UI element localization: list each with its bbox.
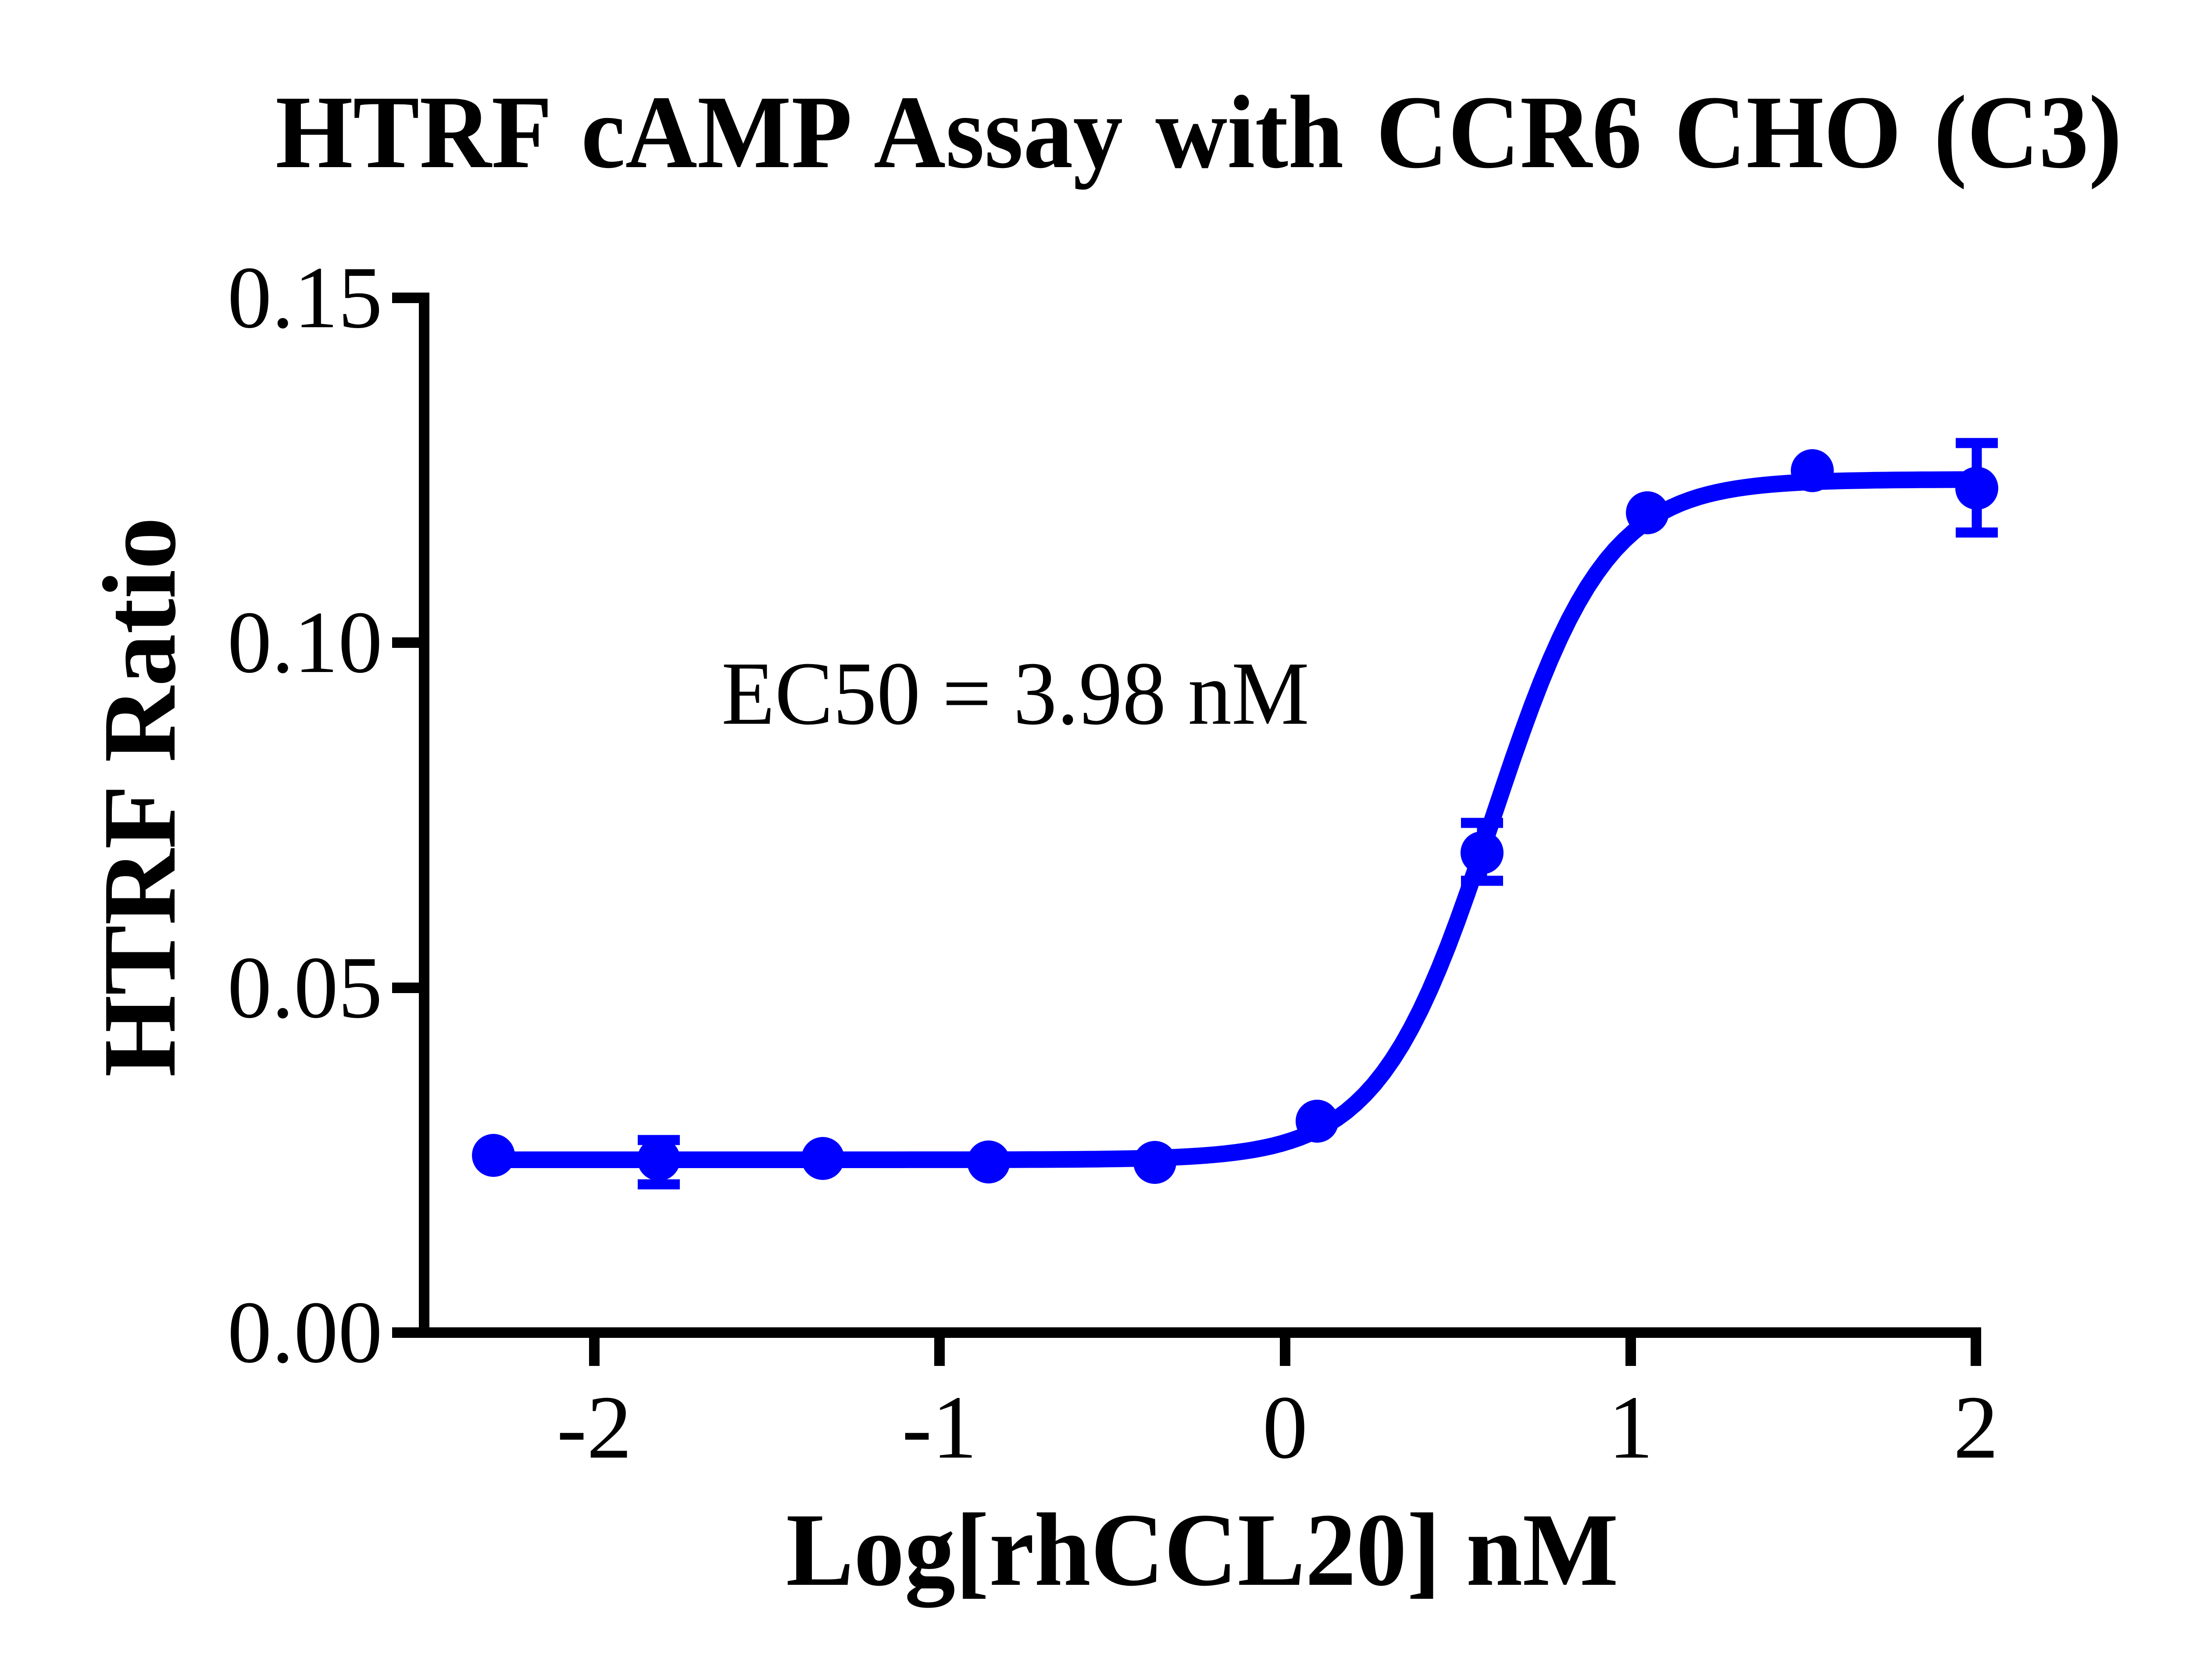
- svg-text:0: 0: [1263, 1377, 1308, 1477]
- svg-text:0.10: 0.10: [228, 593, 383, 691]
- svg-text:-2: -2: [557, 1377, 632, 1477]
- svg-text:Log[rhCCL20] nM: Log[rhCCL20] nM: [786, 1492, 1618, 1608]
- svg-text:0.00: 0.00: [228, 1283, 383, 1381]
- svg-text:-1: -1: [902, 1377, 977, 1477]
- svg-text:EC50 = 3.98 nM: EC50 = 3.98 nM: [721, 643, 1309, 743]
- svg-text:0.05: 0.05: [228, 938, 383, 1037]
- svg-text:2: 2: [1954, 1377, 1999, 1477]
- svg-text:1: 1: [1608, 1377, 1654, 1477]
- svg-text:HTRF cAMP Assay with CCR6 CHO: HTRF cAMP Assay with CCR6 CHO (C3): [275, 75, 2122, 190]
- svg-text:0.15: 0.15: [228, 248, 383, 347]
- svg-text:HTRF Ratio: HTRF Ratio: [82, 517, 197, 1077]
